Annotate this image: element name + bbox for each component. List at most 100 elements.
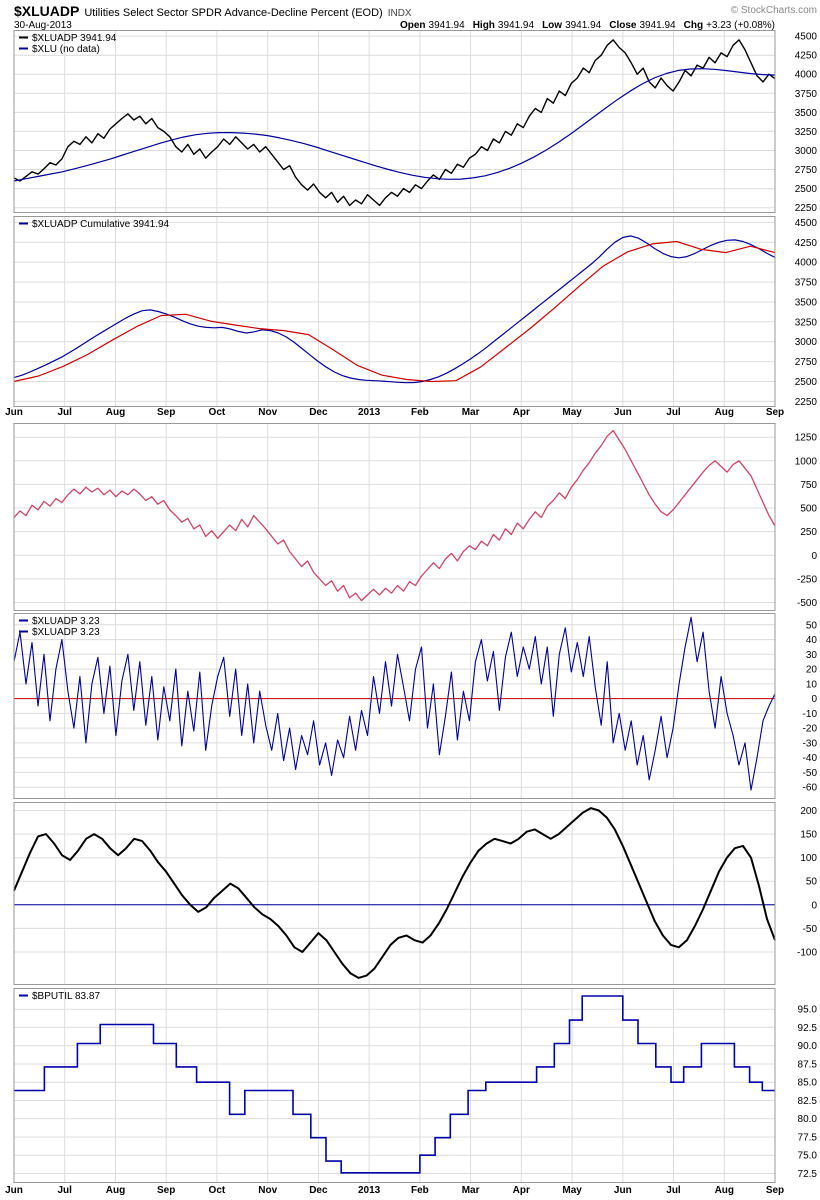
x-axis-label: 2013 xyxy=(357,1185,381,1196)
y-tick-label: 150 xyxy=(800,830,817,841)
y-tick-label: 92.5 xyxy=(798,1023,818,1034)
x-axis-label: May xyxy=(562,407,582,418)
quote-label: Chg xyxy=(683,20,704,31)
y-tick-label: 2750 xyxy=(795,357,818,368)
panel-cumulative: 4500 4250 4000 3750 3500 3250 3000 2750 2500 2250… xyxy=(13,216,818,407)
y-tick-label: -10 xyxy=(803,709,818,720)
y-tick-label: 3250 xyxy=(795,317,818,328)
x-axis-label: Feb xyxy=(411,407,429,418)
series-line xyxy=(13,235,776,384)
y-tick-label: 50 xyxy=(806,620,818,631)
y-tick-label: 4500 xyxy=(795,218,818,229)
y-tick-label: 82.5 xyxy=(798,1096,818,1107)
panel-price: 4500 4250 4000 3750 3500 3250 3000 2750 2500 2250… xyxy=(13,30,818,213)
y-tick-label: 77.5 xyxy=(798,1133,818,1144)
series-line xyxy=(14,995,775,1174)
y-tick-label: 3000 xyxy=(795,337,818,348)
y-tick-label: 2500 xyxy=(795,377,818,388)
y-tick-label: 80.0 xyxy=(798,1114,818,1125)
x-axis-bottom: Jun Jul Aug Sep Oct Nov Dec 2013 Feb Mar Apr May Jun… xyxy=(0,1185,820,1199)
quote-value: 3941.94 xyxy=(497,20,535,31)
y-tick-label: 4250 xyxy=(795,238,818,249)
y-tick-label: 0 xyxy=(811,551,817,562)
y-tick-label: 3500 xyxy=(795,298,818,309)
legend-label: $XLU (no data) xyxy=(32,44,100,55)
y-tick-label: 1250 xyxy=(795,433,818,444)
y-tick-label: 0 xyxy=(811,900,817,911)
series-line xyxy=(13,429,776,602)
x-axis-label: Apr xyxy=(512,1185,530,1196)
x-axis-label: Feb xyxy=(411,1185,429,1196)
y-tick-label: 100 xyxy=(800,853,817,864)
x-axis-label: Sep xyxy=(157,1185,176,1196)
x-axis-label: May xyxy=(562,1185,582,1196)
series-line xyxy=(13,807,776,979)
x-axis-label: Jul xyxy=(57,1185,72,1196)
quote-label: Low xyxy=(542,20,563,31)
y-tick-label: 200 xyxy=(800,806,817,817)
y-tick-label: 3000 xyxy=(795,146,818,157)
y-tick-label: 2250 xyxy=(795,397,818,407)
y-tick-label: 2750 xyxy=(795,165,818,176)
y-tick-label: -20 xyxy=(803,724,818,735)
title-line: $XLUADP Utilities Select Sector SPDR Adva… xyxy=(14,3,412,21)
panel-summation-oscillator: 200 150 100 50 0 -50 -100 xyxy=(13,802,818,985)
y-tick-label: 4000 xyxy=(795,258,818,269)
x-axis-label: Jun xyxy=(613,407,632,418)
y-tick-label: -100 xyxy=(797,948,817,959)
quote-value: 3941.94 xyxy=(428,20,465,31)
x-axis-label: Jun xyxy=(5,407,23,418)
x-axis-label: Jul xyxy=(666,407,681,418)
y-tick-label: 4250 xyxy=(795,51,818,62)
y-tick-label: 3500 xyxy=(795,108,818,119)
quote-label: High xyxy=(472,20,495,31)
x-axis-label: Aug xyxy=(105,1185,126,1196)
quote-label: Close xyxy=(609,20,637,31)
y-tick-label: 3750 xyxy=(795,278,818,289)
x-axis-label: Apr xyxy=(512,407,530,418)
y-tick-label: 10 xyxy=(806,679,818,690)
y-tick-label: 1000 xyxy=(795,456,818,467)
y-tick-label: 90.0 xyxy=(798,1041,818,1052)
x-axis-label: Oct xyxy=(208,1185,226,1196)
series-line xyxy=(13,616,776,791)
y-tick-label: 0 xyxy=(811,694,817,705)
y-tick-label: 20 xyxy=(806,665,818,676)
y-tick-label: -50 xyxy=(803,924,818,935)
series-line xyxy=(13,39,776,207)
y-tick-label: 250 xyxy=(800,527,817,538)
quote-date: 30-Aug-2013 xyxy=(14,20,72,31)
y-tick-label: -250 xyxy=(797,574,817,585)
y-tick-label: 750 xyxy=(800,480,817,491)
x-axis-label: Jul xyxy=(666,1185,681,1196)
x-axis-label: Jun xyxy=(613,1185,632,1196)
legend-label: $BPUTIL 83.87 xyxy=(32,991,100,1002)
exchange-label: INDX xyxy=(387,8,412,19)
ticker-description: Utilities Select Sector SPDR Advance-Dec… xyxy=(84,7,383,19)
x-axis-label: Mar xyxy=(461,1185,480,1196)
y-tick-label: -60 xyxy=(803,783,818,794)
quote-value: 3941.94 xyxy=(565,20,602,31)
y-tick-label: 85.0 xyxy=(798,1078,818,1089)
quote-value: +3.23 (+0.08%) xyxy=(706,20,775,31)
y-tick-label: -30 xyxy=(803,738,818,749)
y-tick-label: 4500 xyxy=(795,32,818,43)
x-axis-label: Dec xyxy=(309,1185,328,1196)
y-tick-label: 50 xyxy=(806,877,818,888)
y-tick-label: -50 xyxy=(803,768,818,779)
series-line xyxy=(13,240,776,383)
y-tick-label: 30 xyxy=(806,650,818,661)
legend-label: $XLUADP 3.23 xyxy=(32,616,100,627)
x-axis-label: Sep xyxy=(157,407,176,418)
ohlc-quote-line: Open 3941.94 High 3941.94 Low 3941.94 Close 394… xyxy=(392,20,775,31)
y-tick-label: 4000 xyxy=(795,70,818,81)
legend-label: $XLUADP 3941.94 xyxy=(32,33,117,44)
x-axis-top: Jun Jul Aug Sep Oct Nov Dec 2013 Feb Mar Apr May Jun… xyxy=(0,407,820,421)
x-axis-label: Jun xyxy=(5,1185,23,1196)
x-axis-label: Aug xyxy=(714,1185,735,1196)
x-axis-label: Aug xyxy=(105,407,126,418)
y-tick-label: 2500 xyxy=(795,184,818,195)
copyright-notice: © StockCharts.com xyxy=(730,5,817,16)
x-axis-label: Sep xyxy=(765,407,785,418)
